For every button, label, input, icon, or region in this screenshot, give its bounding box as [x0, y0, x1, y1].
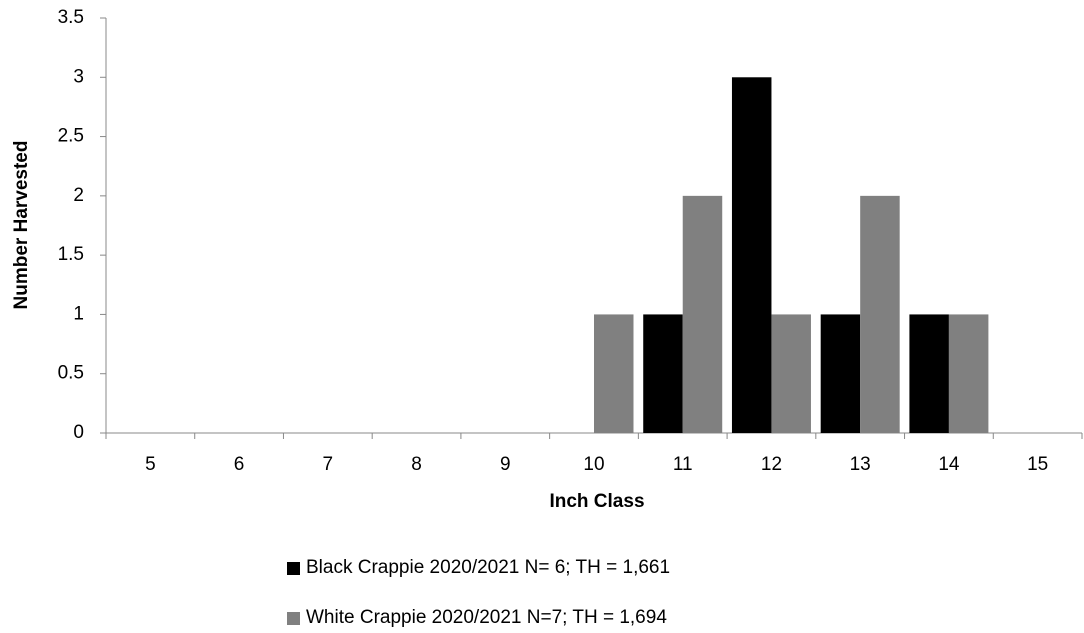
- y-tick-label: 3: [73, 66, 84, 87]
- y-axis-label: Number Harvested: [11, 141, 32, 310]
- bar: [643, 314, 683, 433]
- bar: [948, 314, 989, 433]
- x-tick-label: 11: [673, 454, 693, 475]
- y-tick-label: 3.5: [58, 7, 84, 28]
- x-tick-label: 13: [850, 454, 871, 475]
- x-tick-label: 8: [411, 454, 422, 475]
- bar: [820, 314, 861, 433]
- bar: [682, 195, 723, 433]
- x-tick-label: 6: [234, 454, 245, 475]
- x-tick-label: 14: [938, 454, 960, 475]
- x-tick-label: 9: [500, 454, 511, 475]
- bar: [860, 195, 900, 433]
- x-tick-label: 12: [761, 454, 782, 475]
- bar: [909, 314, 949, 433]
- legend-label: Black Crappie 2020/2021 N= 6; TH = 1,661: [306, 557, 670, 578]
- bar: [771, 314, 811, 433]
- y-tick-label: 0: [73, 422, 84, 443]
- x-tick-label: 5: [145, 454, 156, 475]
- bar: [594, 314, 634, 433]
- legend-swatch: [287, 612, 300, 625]
- y-tick-label: 1: [73, 303, 84, 324]
- x-tick-label: 10: [583, 454, 604, 475]
- y-tick-label: 1.5: [58, 244, 84, 265]
- legend-label: White Crappie 2020/2021 N=7; TH = 1,694: [306, 607, 667, 628]
- x-tick-label: 15: [1027, 454, 1048, 475]
- legend-swatch: [287, 562, 300, 575]
- y-tick-label: 2.5: [58, 126, 84, 147]
- y-tick-label: 0.5: [58, 363, 84, 384]
- bar: [731, 77, 772, 434]
- x-tick-label: 7: [323, 454, 334, 475]
- x-axis-label: Inch Class: [549, 491, 644, 512]
- y-tick-label: 2: [73, 185, 84, 206]
